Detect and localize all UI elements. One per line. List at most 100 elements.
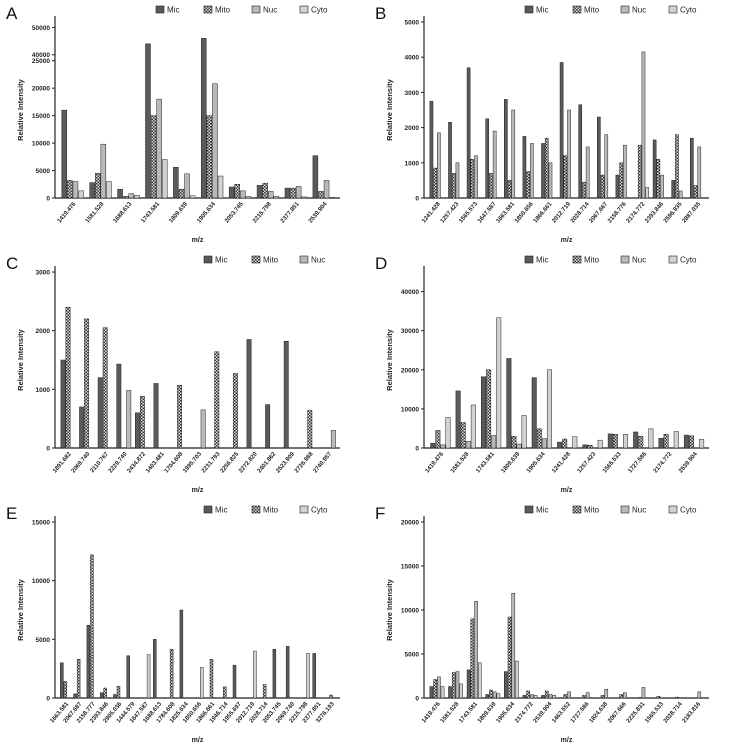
y-axis-label: Relative Intensity: [16, 328, 25, 391]
bar-cyto: [273, 196, 280, 199]
bar-nuc: [268, 191, 274, 199]
bar-mito: [486, 369, 492, 449]
bar-mito: [511, 436, 517, 449]
bar-mito: [582, 181, 586, 199]
bar-nuc: [585, 146, 590, 199]
bar-group: [79, 318, 90, 449]
bar-mito: [90, 554, 94, 699]
bar-group: [522, 690, 538, 699]
bar-group: [99, 687, 107, 699]
bar-cyto: [552, 695, 556, 699]
bar-group: [563, 691, 571, 699]
bar-mic: [284, 187, 291, 199]
bar-mic: [246, 339, 252, 449]
bar-mic: [506, 358, 512, 449]
y-tick-label: 5000: [36, 168, 51, 175]
bar-group: [531, 369, 552, 449]
bar-mic: [541, 695, 545, 699]
legend-swatch: [524, 5, 534, 14]
bar-mito: [433, 679, 437, 699]
bar-group: [582, 439, 603, 449]
bar-group: [582, 692, 590, 699]
bar-mic: [557, 441, 563, 449]
bar-group: [329, 694, 333, 699]
bar-mito: [612, 434, 618, 449]
bar-mito: [84, 318, 90, 449]
legend-label: Mito: [215, 6, 231, 15]
bar-group: [690, 137, 702, 199]
bar-cyto: [106, 181, 112, 199]
bar-mic: [79, 406, 85, 449]
bar-mito: [526, 171, 530, 199]
bar-group: [683, 434, 705, 449]
bar-mito: [507, 616, 512, 699]
bar-nuc: [330, 430, 336, 449]
bar-mito: [209, 659, 214, 699]
legend-swatch: [251, 255, 261, 264]
bar-cyto: [470, 404, 476, 449]
x-tick-label: 2539.904: [678, 451, 699, 475]
y-tick-label: 0: [46, 696, 50, 703]
bar-mic: [485, 694, 490, 699]
bar-group: [145, 43, 168, 199]
bar-group: [60, 306, 71, 449]
legend-label: Nuc: [632, 6, 646, 15]
bar-group: [223, 686, 227, 699]
bar-nuc: [200, 409, 206, 449]
bar-mic: [658, 437, 664, 449]
bar-mito: [619, 694, 623, 699]
bar-group: [448, 671, 463, 699]
bar-mito: [262, 684, 267, 699]
bar-mic: [61, 109, 68, 199]
bar-group: [126, 655, 130, 699]
bar-group: [113, 686, 121, 699]
bar-mic: [201, 38, 207, 199]
x-tick-label: 2053.745: [224, 201, 245, 225]
bar-mic: [283, 340, 289, 449]
bar-mic: [429, 686, 434, 699]
bar-nuc: [548, 694, 553, 699]
bar-mic: [256, 185, 263, 199]
legend-swatch: [668, 255, 678, 264]
y-tick-label: 3000: [405, 90, 420, 97]
bar-cyto: [533, 695, 538, 699]
x-tick-label: 2740.957: [313, 451, 334, 475]
bar-mito: [318, 191, 324, 199]
legend-label: Mic: [215, 506, 227, 515]
x-tick-label: 1905.634: [526, 451, 547, 475]
bar-group: [228, 184, 252, 199]
bar-group: [429, 100, 441, 199]
bar-group: [541, 690, 556, 699]
panel-a: A 0 5000 10000 15000 20000 25000 40000 50000 Rela…: [0, 0, 369, 250]
bar-group: [578, 104, 590, 199]
x-tick-label: 1743.581: [475, 451, 496, 475]
bar-mic: [578, 104, 583, 199]
bar-nuc: [465, 441, 471, 449]
bar-nuc: [295, 186, 302, 199]
bar-mito: [232, 373, 238, 449]
y-tick-label: 2000: [36, 328, 51, 335]
legend-swatch: [251, 505, 261, 514]
bar-nuc: [212, 83, 218, 199]
bar-mito: [656, 695, 661, 699]
bar-group: [633, 428, 654, 449]
bar-group: [246, 339, 252, 449]
bar-group: [330, 430, 336, 449]
bar-group: [201, 38, 224, 199]
bar-nuc: [604, 134, 609, 199]
bar-mic: [683, 434, 689, 449]
bar-mito: [435, 430, 441, 449]
bar-mic: [522, 695, 527, 699]
panel-b: B 0 1000 2000 3000 4000 5000 Relative Intensity…: [369, 0, 738, 250]
panel-c: C 0 1000 2000 3000 Relative Intensity m/z 1891.…: [0, 250, 369, 500]
y-axis-label: Relative Intensity: [16, 78, 25, 141]
legend-label: Cyto: [311, 6, 328, 15]
bar-mic: [86, 625, 91, 699]
y-tick-label: 5000: [405, 20, 420, 27]
bar-nuc: [585, 692, 590, 699]
bar-cyto: [521, 415, 527, 449]
bar-cyto: [217, 175, 224, 199]
legend-swatch: [203, 255, 213, 264]
bar-group: [283, 340, 289, 449]
